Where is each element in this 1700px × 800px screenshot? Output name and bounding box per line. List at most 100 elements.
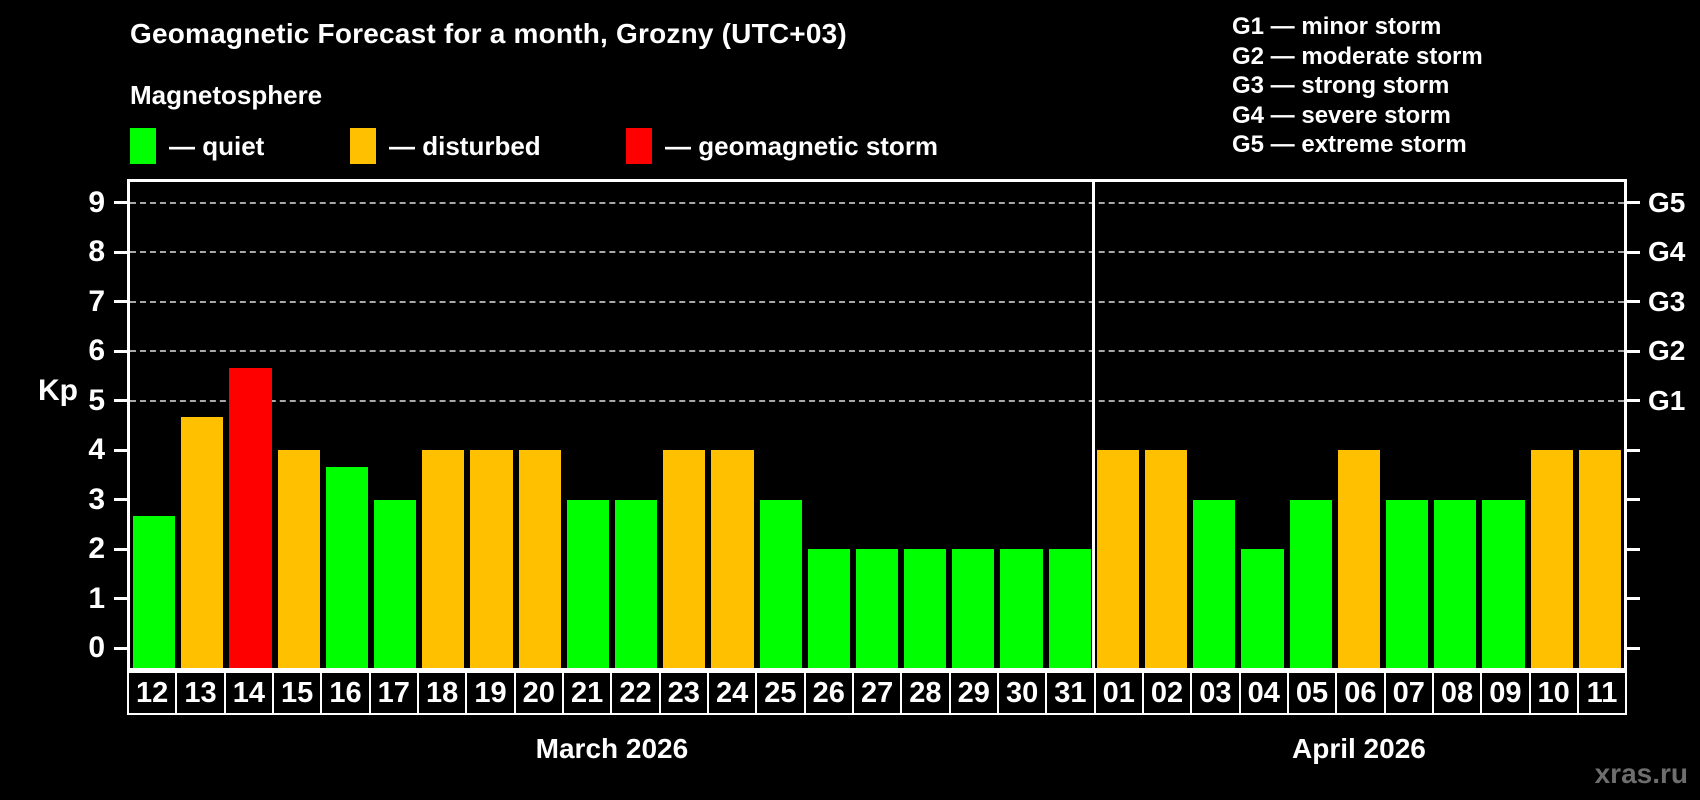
magnetosphere-legend: — quiet — disturbed — geomagnetic storm [0, 124, 1100, 168]
date-cell-21: 21 [561, 671, 613, 715]
y-axis-tick [114, 646, 127, 650]
date-cell-08: 08 [1431, 671, 1483, 715]
y-axis-tick-label: 5 [88, 383, 105, 417]
date-cell-02: 02 [1141, 671, 1193, 715]
date-cell-16: 16 [320, 671, 371, 715]
kp-bar-21 [566, 499, 609, 668]
g-scale-label-g2: G2 [1648, 335, 1686, 367]
date-cell-06: 06 [1335, 671, 1386, 715]
date-cell-05: 05 [1286, 671, 1338, 715]
kp-bar-05 [1289, 499, 1332, 668]
y-axis-tick-label: 8 [88, 235, 105, 269]
watermark: xras.ru [1594, 758, 1688, 789]
kp-bar-12 [133, 516, 176, 668]
right-axis-tick [1627, 250, 1640, 254]
kp-bar-02 [1145, 450, 1188, 668]
kp-bar-15 [277, 450, 320, 668]
kp-chart-plot: 0 1 2 3 4 5 6 7 8 9 G1 G2 G3 G4 G5 [88, 179, 1685, 671]
date-cell-17: 17 [368, 671, 419, 715]
y-axis-tick [114, 250, 127, 254]
right-axis-tick [1627, 597, 1640, 601]
kp-bar-17 [373, 499, 417, 668]
date-cell-03: 03 [1190, 671, 1241, 715]
kp-bar-03 [1193, 499, 1236, 668]
legend-label-storm: — geomagnetic storm [665, 130, 939, 161]
right-axis-tick [1627, 646, 1640, 650]
kp-bar-04 [1241, 549, 1284, 668]
legend-swatch-quiet [130, 128, 156, 164]
kp-bar-29 [952, 549, 995, 668]
right-axis-tick [1627, 498, 1640, 502]
date-cell-26: 26 [803, 671, 854, 715]
date-cell-29: 29 [948, 671, 999, 715]
gridline-kp-7 [130, 300, 1624, 303]
storm-scale-item: G3 — strong storm [1232, 72, 1450, 99]
y-axis-tick-label: 3 [88, 482, 105, 516]
g-scale-label-g1: G1 [1648, 384, 1686, 416]
y-axis-tick-label: 7 [88, 284, 105, 318]
gridline-kp-6 [130, 350, 1624, 353]
legend-label-disturbed: — disturbed [389, 130, 541, 161]
storm-scale-item: G4 — severe storm [1232, 101, 1451, 129]
right-axis-tick [1627, 448, 1640, 452]
y-axis-tick-label: 9 [88, 185, 105, 219]
date-cell-22: 22 [610, 671, 661, 715]
right-axis-tick [1627, 201, 1640, 205]
y-axis-tick-label: 2 [88, 532, 105, 566]
y-axis-tick [114, 597, 127, 601]
date-cell-18: 18 [416, 671, 468, 715]
date-cell-31: 31 [1045, 671, 1096, 715]
gridline-kp-9 [130, 201, 1624, 204]
y-axis-tick-label: 0 [88, 631, 105, 665]
date-cell-28: 28 [900, 671, 951, 715]
g-scale-label-g4: G4 [1648, 236, 1686, 268]
month-separator [1092, 182, 1096, 668]
date-cell-04: 04 [1238, 671, 1289, 715]
g-scale-label-g3: G3 [1648, 285, 1686, 317]
page-title: Geomagnetic Forecast for a month, Grozny… [130, 18, 847, 49]
magnetosphere-legend-heading: Magnetosphere [130, 80, 323, 110]
date-cell-11: 11 [1576, 671, 1628, 715]
date-cell-20: 20 [513, 671, 564, 715]
kp-bar-27 [855, 549, 899, 668]
kp-bar-14 [229, 367, 272, 668]
legend-item-storm: — geomagnetic storm [626, 124, 938, 168]
right-axis-tick [1627, 349, 1640, 353]
legend-item-quiet: — quiet [130, 124, 264, 168]
month-label: April 2026 [1291, 733, 1426, 764]
legend-swatch-storm [626, 128, 652, 164]
kp-bar-08 [1434, 499, 1477, 668]
date-cell-27: 27 [851, 671, 903, 715]
y-axis-tick-label: 1 [88, 581, 105, 615]
date-cell-01: 01 [1093, 671, 1144, 715]
kp-bar-11 [1578, 450, 1621, 668]
kp-bar-01 [1096, 450, 1140, 668]
date-cell-12: 12 [127, 671, 178, 715]
kp-bar-19 [470, 450, 513, 668]
kp-bar-26 [807, 549, 850, 668]
storm-scale-item: G1 — minor storm [1232, 13, 1442, 40]
storm-scale-item: G2 — moderate storm [1232, 42, 1483, 70]
kp-bar-09 [1482, 499, 1525, 668]
date-cell-13: 13 [175, 671, 226, 715]
kp-bar-31 [1048, 549, 1091, 668]
kp-bar-13 [181, 417, 224, 668]
right-axis-tick [1627, 300, 1640, 304]
kp-bar-28 [904, 549, 947, 668]
y-axis-title: Kp [38, 374, 78, 407]
legend-label-quiet: — quiet [169, 130, 265, 161]
date-cell-30: 30 [996, 671, 1048, 715]
g-scale-label-g5: G5 [1648, 186, 1686, 218]
y-axis-tick [114, 300, 127, 304]
y-axis-tick-label: 6 [88, 334, 105, 368]
y-axis-tick-label: 4 [88, 433, 105, 467]
gridline-kp-8 [130, 251, 1624, 254]
date-cell-24: 24 [706, 671, 758, 715]
kp-bar-22 [614, 499, 658, 668]
date-cell-07: 07 [1383, 671, 1434, 715]
date-cell-25: 25 [755, 671, 806, 715]
y-axis-tick [114, 349, 127, 353]
date-cell-19: 19 [465, 671, 516, 715]
kp-bar-23 [663, 450, 706, 668]
